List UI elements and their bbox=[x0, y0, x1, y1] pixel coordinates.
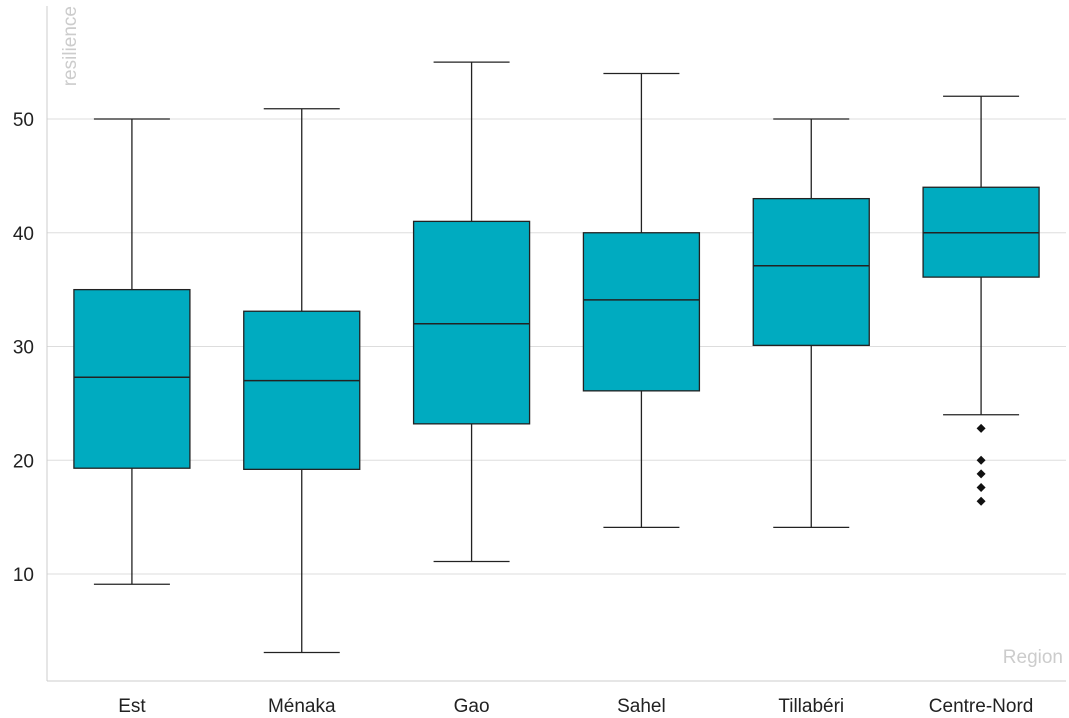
x-category-label: Tillabéri bbox=[778, 696, 844, 717]
outlier-point bbox=[976, 496, 986, 506]
y-tick-label: 10 bbox=[13, 565, 34, 586]
outlier-point bbox=[976, 455, 986, 465]
box-group-4 bbox=[752, 118, 870, 529]
boxes bbox=[73, 61, 1040, 654]
y-tick-label: 40 bbox=[13, 224, 34, 245]
iqr-box bbox=[243, 310, 361, 470]
x-category-label: Gao bbox=[454, 696, 490, 717]
box-group-2 bbox=[412, 61, 531, 563]
box-group-5 bbox=[922, 95, 1040, 506]
x-axis-title: Region bbox=[1003, 647, 1063, 668]
y-tick-label: 50 bbox=[13, 110, 34, 131]
x-category-label: Centre-Nord bbox=[929, 696, 1034, 717]
box-group-0 bbox=[73, 118, 191, 585]
y-tick-label: 30 bbox=[13, 338, 34, 359]
box-group-1 bbox=[243, 108, 361, 654]
iqr-box bbox=[582, 232, 701, 392]
x-category-label: Est bbox=[118, 696, 146, 717]
iqr-box bbox=[412, 220, 531, 425]
x-category-label: Ménaka bbox=[268, 696, 336, 717]
outlier-point bbox=[976, 469, 986, 479]
gridlines bbox=[47, 118, 1066, 575]
box-group-3 bbox=[582, 72, 701, 529]
iqr-box bbox=[752, 197, 870, 347]
outlier-point bbox=[976, 423, 986, 433]
x-category-label: Sahel bbox=[617, 696, 666, 717]
iqr-box bbox=[73, 288, 191, 469]
outlier-point bbox=[976, 483, 986, 493]
y-tick-labels: 10 20 30 40 50 bbox=[13, 110, 34, 586]
y-axis-title: resilience bbox=[60, 6, 81, 86]
y-tick-label: 20 bbox=[13, 451, 34, 472]
category-labels: Est Ménaka Gao Sahel Tillabéri Centre-Nord bbox=[118, 696, 1033, 717]
